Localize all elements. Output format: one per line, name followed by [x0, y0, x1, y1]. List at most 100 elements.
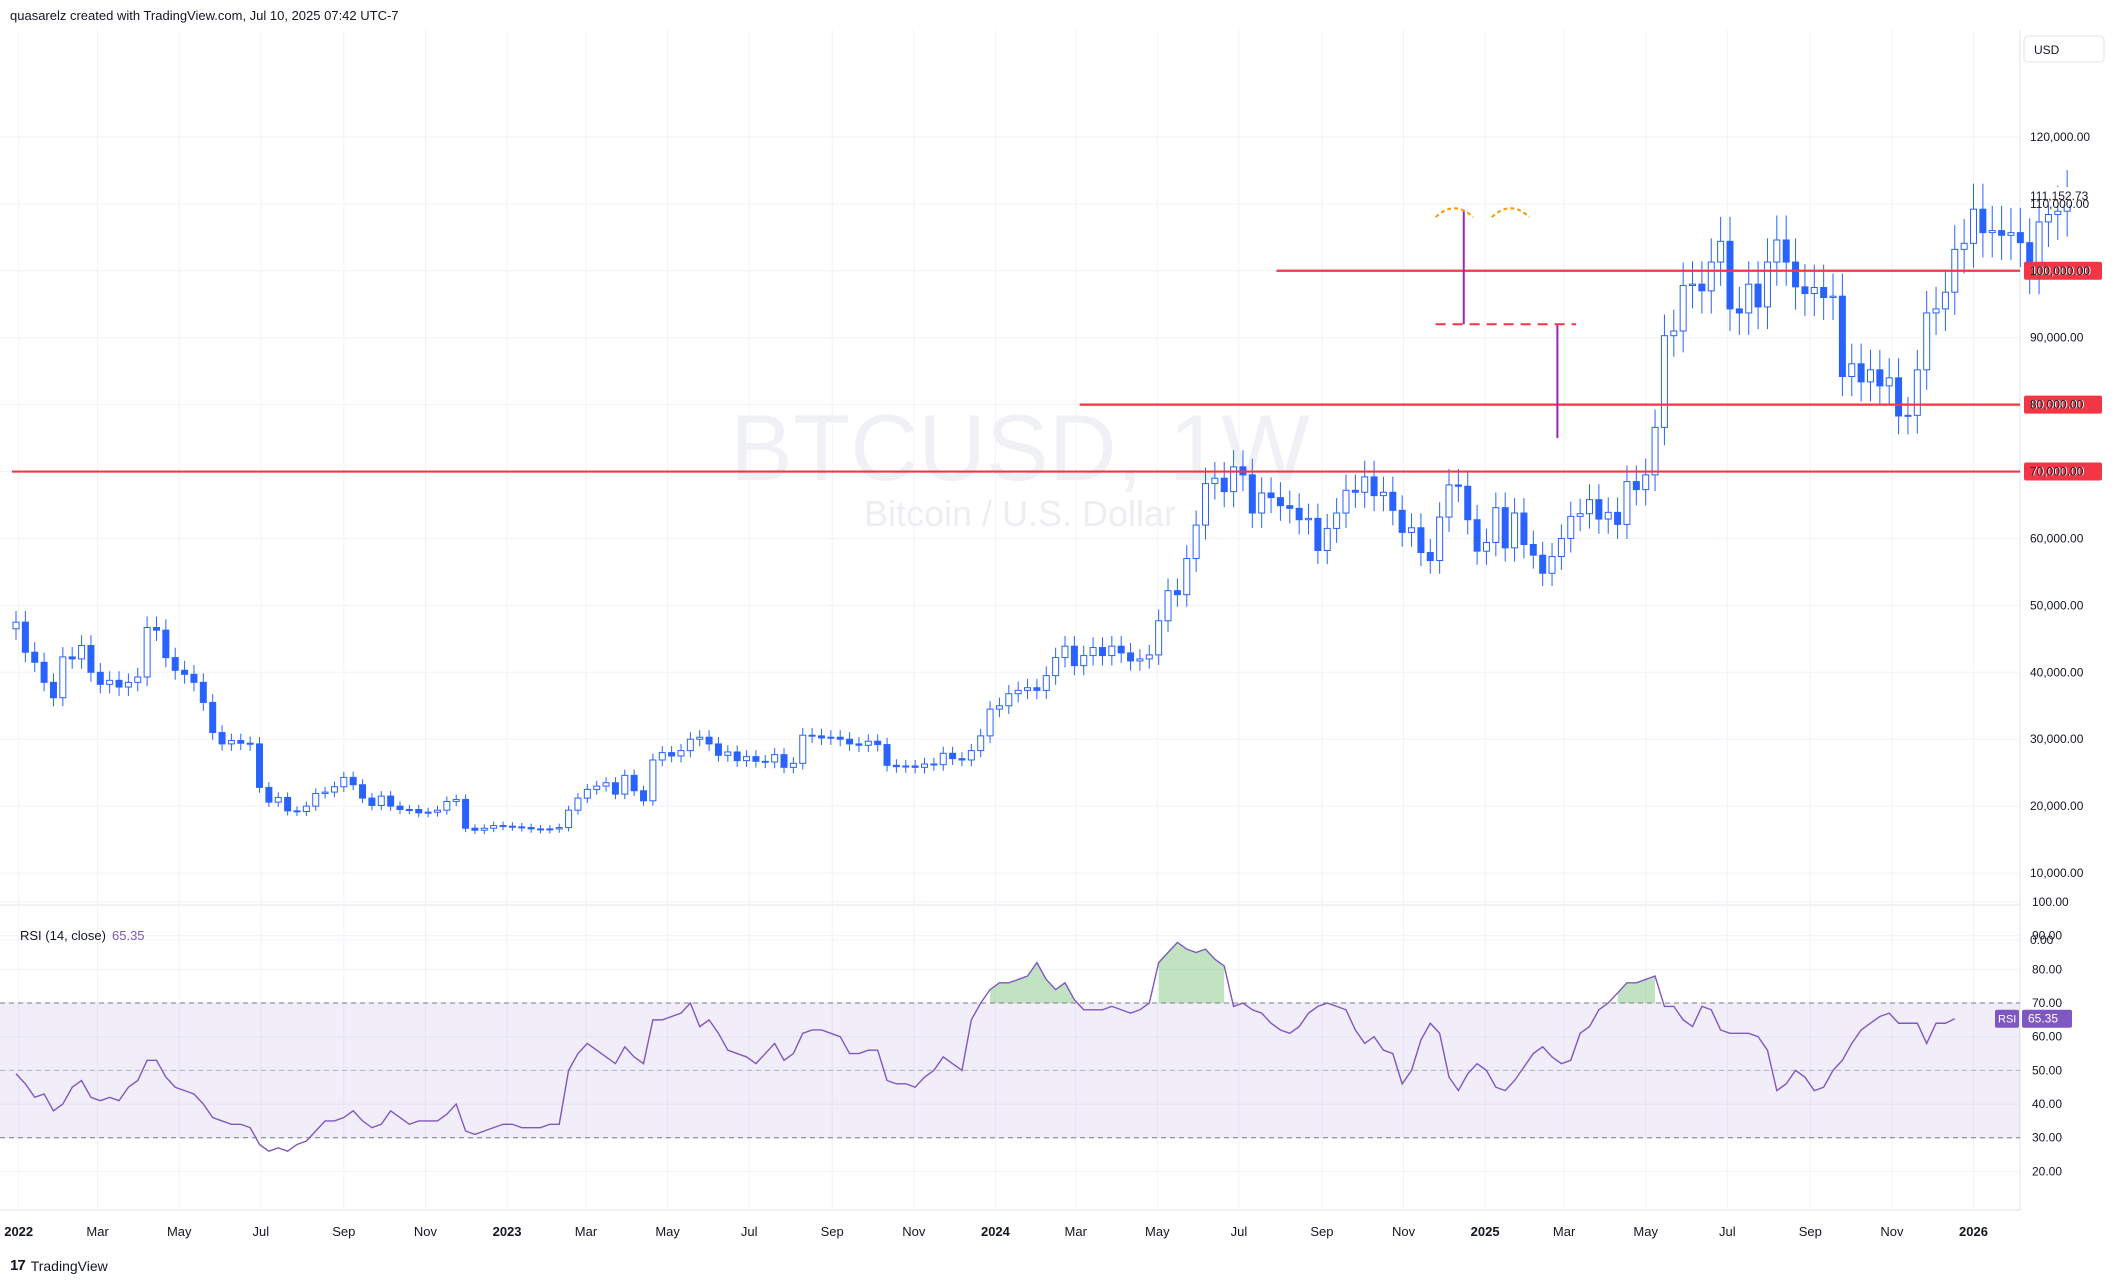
candle-body	[1501, 507, 1509, 549]
candle-body	[1567, 515, 1575, 539]
candle-body	[1763, 261, 1771, 308]
candle-body	[621, 774, 629, 795]
candle-body	[1614, 511, 1622, 525]
candle-body	[1689, 283, 1697, 286]
candle	[1342, 474, 1350, 528]
candle	[1436, 502, 1444, 574]
candle	[1511, 498, 1519, 562]
candle	[1988, 205, 1996, 258]
candle-body	[499, 825, 507, 828]
candle-body	[967, 750, 975, 761]
time-tick-label: 2023	[493, 1224, 522, 1239]
candle-body	[1248, 474, 1256, 514]
candle	[1127, 642, 1135, 671]
candle-body	[1370, 476, 1378, 497]
candle-body	[1604, 511, 1612, 520]
candle-body	[649, 759, 657, 802]
candle-body	[1136, 658, 1144, 662]
candle-body	[124, 681, 132, 688]
candle	[1698, 261, 1706, 314]
candle-body	[630, 774, 638, 792]
time-tick-label: Nov	[414, 1224, 438, 1239]
candle-body	[743, 756, 751, 762]
horizontal-levels[interactable]: 100,000.00 80,000.00 70,000.00 111,152.73	[12, 187, 2108, 481]
currency-box	[2023, 35, 2105, 63]
candle	[1585, 484, 1593, 529]
candle-body	[1473, 519, 1481, 552]
price-tick-label: 90,000.00	[2030, 331, 2084, 345]
candle	[321, 786, 329, 799]
candle-body	[1201, 483, 1209, 526]
candle	[780, 748, 788, 774]
candle-body	[490, 825, 498, 829]
candle	[874, 734, 882, 752]
price-pane[interactable]	[12, 170, 2071, 835]
candle-body	[1164, 590, 1172, 622]
candle	[668, 746, 676, 763]
candle-body	[1857, 363, 1865, 383]
candle-body	[1080, 655, 1088, 667]
candle	[565, 805, 573, 832]
price-tick-label: 40,000.00	[2030, 665, 2084, 679]
candle-body	[1417, 527, 1425, 554]
candle	[1763, 238, 1771, 330]
candle	[1473, 505, 1481, 565]
candle	[49, 673, 57, 707]
candle	[1042, 666, 1050, 700]
candle-body	[462, 798, 470, 829]
candle	[1201, 467, 1209, 540]
candle	[1145, 644, 1153, 669]
candle-body	[1098, 647, 1106, 657]
candle	[424, 807, 432, 818]
candle	[1370, 460, 1378, 512]
candle-body	[574, 797, 582, 811]
candle-body	[1108, 645, 1116, 657]
candle-body	[892, 764, 900, 768]
candle	[31, 642, 39, 672]
candle-body	[1464, 485, 1472, 521]
candle	[1117, 635, 1125, 663]
candle	[630, 769, 638, 796]
candle	[640, 785, 648, 806]
candle-body	[1866, 369, 1874, 383]
candle-body	[1960, 242, 1968, 250]
candle-body	[424, 811, 432, 814]
candle-body	[1932, 308, 1940, 314]
candle	[536, 825, 544, 834]
candle-body	[1042, 675, 1050, 691]
candle-body	[1885, 377, 1893, 387]
time-tick-label: 2022	[4, 1224, 33, 1239]
candle-body	[1539, 554, 1547, 574]
candle	[1230, 450, 1238, 508]
candle	[836, 730, 844, 747]
candle	[1014, 681, 1022, 703]
candle	[1211, 462, 1219, 500]
candle-body	[1089, 647, 1097, 657]
rsi-overbought-fill	[990, 962, 1075, 1004]
candle	[1220, 462, 1228, 508]
candle	[1998, 205, 2006, 260]
candle-body	[162, 629, 170, 659]
candle	[714, 737, 722, 762]
candle	[593, 780, 601, 795]
candle-body	[1913, 369, 1921, 416]
candle	[68, 647, 76, 669]
candle-body	[1127, 652, 1135, 662]
candle	[1689, 261, 1697, 309]
candle	[1454, 468, 1462, 503]
candle	[59, 647, 67, 707]
rsi-pane[interactable]: RSI (14, close) 65.35 RSI 65.35	[0, 928, 2072, 1153]
candle-body	[106, 679, 114, 685]
price-tick-label: 100,000.00	[2030, 264, 2090, 278]
candle-body	[1642, 474, 1650, 491]
candle-body	[883, 744, 891, 766]
candle	[1295, 493, 1303, 535]
candle	[115, 671, 123, 696]
current-price-label: 111,152.73	[2030, 189, 2089, 203]
dome-arc	[1434, 207, 1474, 218]
candle-body	[246, 742, 254, 745]
candle-body	[1810, 287, 1818, 295]
candle-body	[1323, 527, 1331, 552]
candle-body	[134, 676, 142, 683]
